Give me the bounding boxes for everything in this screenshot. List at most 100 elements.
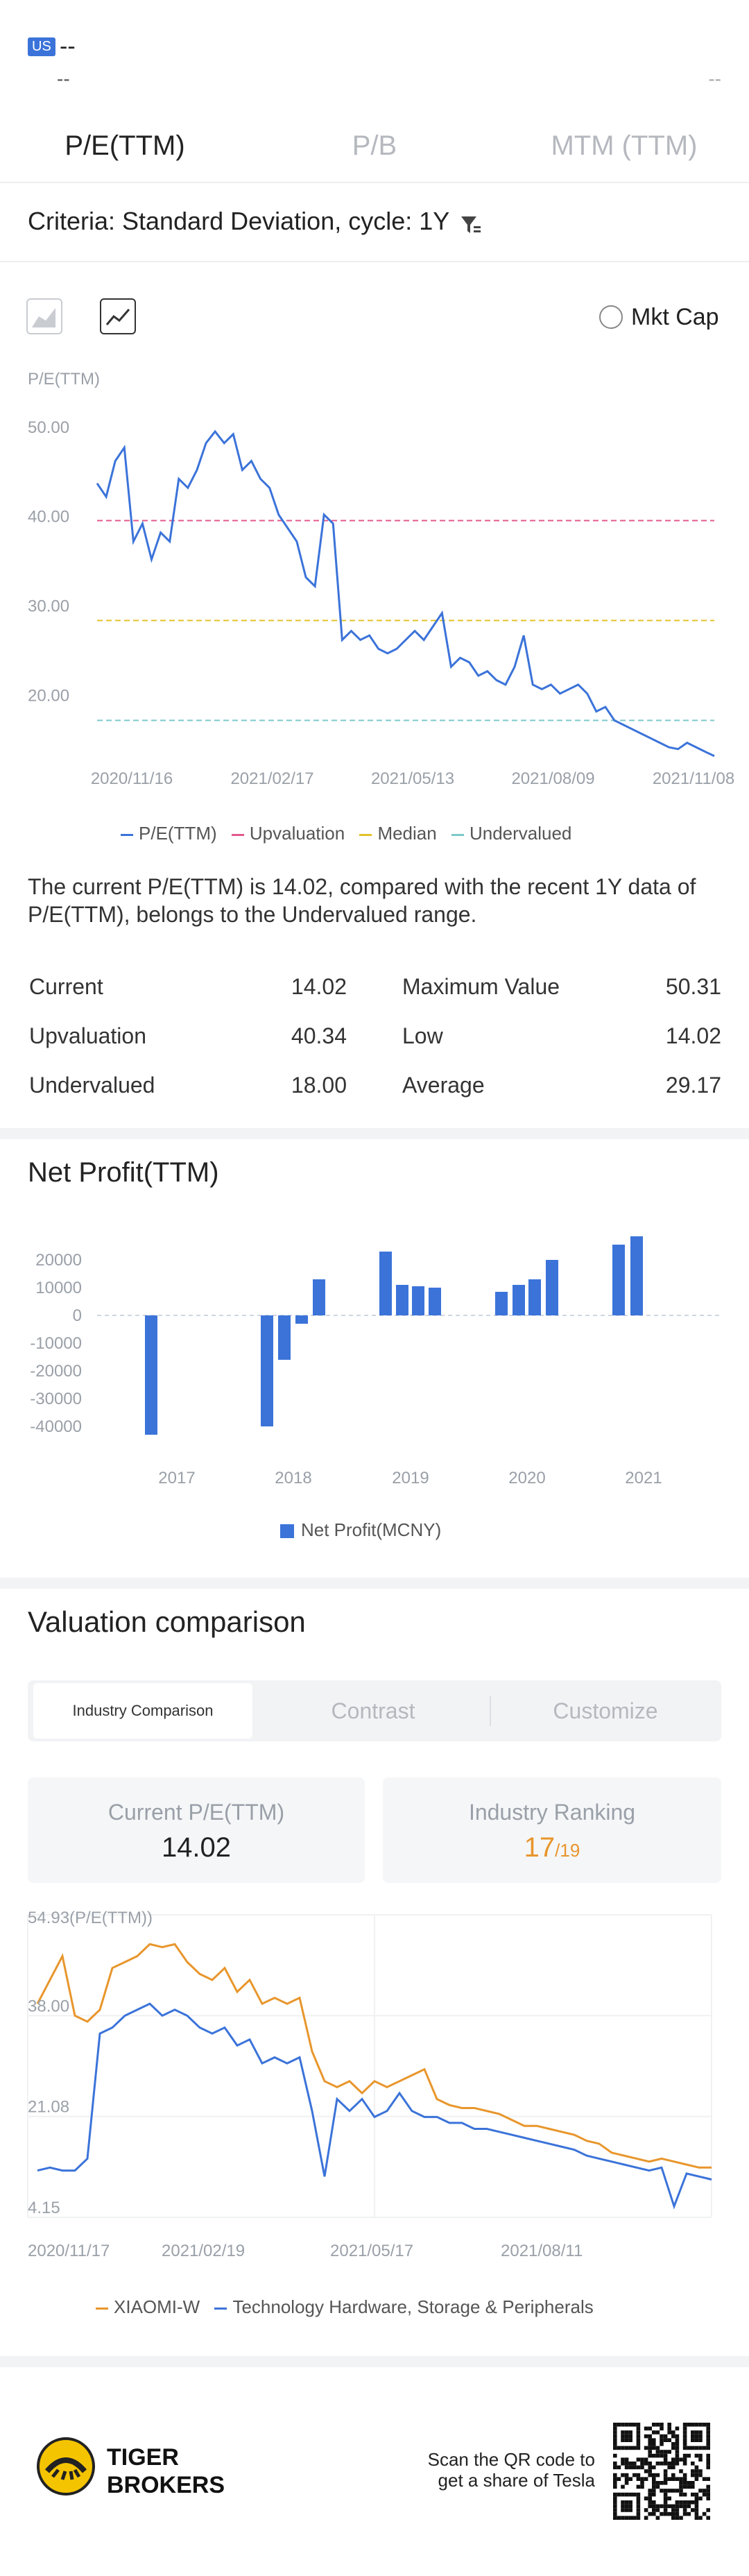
qr-module xyxy=(706,2438,710,2442)
qr-module xyxy=(652,2489,656,2493)
qr-module xyxy=(679,2516,683,2520)
qr-module xyxy=(648,2469,652,2473)
qr-module xyxy=(706,2516,710,2520)
qr-module xyxy=(613,2446,617,2450)
qr-module xyxy=(636,2492,641,2497)
qr-module xyxy=(660,2438,664,2442)
qr-module xyxy=(613,2430,617,2434)
qr-module xyxy=(613,2516,617,2520)
qr-module xyxy=(687,2511,691,2516)
stat-max-value: 50.31 xyxy=(665,974,721,999)
qr-module xyxy=(628,2516,632,2520)
qr-module xyxy=(652,2442,656,2446)
qr-module xyxy=(698,2434,703,2439)
qr-module xyxy=(671,2457,675,2462)
segment-customize[interactable]: Customize xyxy=(553,1698,658,1723)
legend-item-xiaomi: XIAOMI-W xyxy=(96,2296,200,2317)
qr-module xyxy=(652,2430,656,2434)
criteria-row[interactable]: Criteria: Standard Deviation, cycle: 1Y xyxy=(28,207,482,241)
qr-module xyxy=(644,2434,648,2439)
qr-module xyxy=(648,2473,652,2477)
qr-module xyxy=(667,2489,671,2493)
tab-pb[interactable]: P/B xyxy=(352,130,397,161)
segment-contrast[interactable]: Contrast xyxy=(331,1698,415,1723)
area-chart-icon[interactable] xyxy=(26,298,62,334)
stat-upval-label: Upvaluation xyxy=(29,1023,146,1048)
radio-icon[interactable] xyxy=(599,305,623,329)
y-tick-label: -40000 xyxy=(30,1417,82,1436)
qr-module xyxy=(624,2434,629,2439)
qr-module xyxy=(655,2453,660,2458)
qr-module xyxy=(682,2473,687,2477)
qr-module xyxy=(671,2465,675,2470)
qr-module xyxy=(648,2511,652,2516)
x-tick-label: 2020/11/17 xyxy=(28,2242,110,2260)
qr-module xyxy=(652,2481,656,2485)
qr-module xyxy=(613,2484,617,2489)
qr-module xyxy=(613,2508,617,2512)
qr-module xyxy=(698,2446,703,2450)
x-tick-label: 2021/02/17 xyxy=(230,769,313,788)
current-pe-label: Current P/E(TTM) xyxy=(107,1800,285,1825)
qr-module xyxy=(655,2430,660,2434)
qr-module xyxy=(640,2462,644,2466)
qr-module xyxy=(652,2446,656,2450)
qr-code[interactable] xyxy=(613,2423,710,2520)
qr-module xyxy=(660,2442,664,2446)
qr-module xyxy=(613,2442,617,2446)
mkt-cap-toggle[interactable]: Mkt Cap xyxy=(599,303,719,331)
qr-module xyxy=(667,2438,671,2442)
x-tick-label: 2019 xyxy=(392,1469,429,1487)
qr-module xyxy=(671,2477,675,2481)
qr-module xyxy=(644,2469,648,2473)
qr-module xyxy=(624,2477,629,2481)
qr-module xyxy=(667,2423,671,2427)
qr-module xyxy=(671,2462,675,2466)
x-tick-label: 2017 xyxy=(158,1469,195,1487)
qr-module xyxy=(682,2426,687,2431)
line-chart-icon[interactable] xyxy=(100,298,136,334)
market-badge: US xyxy=(28,37,55,56)
qr-module xyxy=(706,2426,710,2431)
qr-module xyxy=(691,2423,695,2427)
y-tick-label: 20.00 xyxy=(28,687,69,706)
legend-item-median: Median xyxy=(359,823,437,844)
tab-mtm-ttm[interactable]: MTM (TTM) xyxy=(551,130,698,161)
x-tick-label: 2020 xyxy=(508,1469,545,1487)
segment-industry-comparison[interactable]: Industry Comparison xyxy=(33,1683,252,1739)
filter-icon[interactable] xyxy=(460,214,482,239)
qr-module xyxy=(663,2508,668,2512)
qr-module xyxy=(706,2453,710,2458)
qr-module xyxy=(652,2423,656,2427)
stat-max-label: Maximum Value xyxy=(402,974,560,999)
qr-module xyxy=(636,2465,641,2470)
qr-module xyxy=(655,2516,660,2520)
qr-module xyxy=(628,2508,632,2512)
qr-module xyxy=(636,2504,641,2509)
qr-module xyxy=(632,2423,637,2427)
qr-module xyxy=(628,2477,632,2481)
qr-module xyxy=(698,2430,703,2434)
qr-module xyxy=(636,2473,641,2477)
net-profit-bar xyxy=(295,1315,308,1324)
qr-module xyxy=(687,2481,691,2485)
qr-module xyxy=(691,2434,695,2439)
y-tick-label: -20000 xyxy=(30,1362,82,1381)
qr-module xyxy=(621,2508,625,2512)
tab-pe-ttm[interactable]: P/E(TTM) xyxy=(64,130,185,161)
qr-module xyxy=(644,2477,648,2481)
industry-ranking-value: 17/19 xyxy=(524,1832,580,1863)
qr-module xyxy=(687,2423,691,2427)
qr-module xyxy=(675,2438,680,2442)
qr-module xyxy=(621,2492,625,2497)
y-tick-label: 20000 xyxy=(35,1251,82,1270)
qr-module xyxy=(624,2438,629,2442)
qr-module xyxy=(706,2508,710,2512)
qr-module xyxy=(679,2469,683,2473)
qr-module xyxy=(624,2492,629,2497)
qr-module xyxy=(640,2457,644,2462)
y-tick-label: 38.00 xyxy=(28,1997,69,2015)
qr-module xyxy=(621,2438,625,2442)
qr-module xyxy=(652,2465,656,2470)
qr-module xyxy=(624,2462,629,2466)
